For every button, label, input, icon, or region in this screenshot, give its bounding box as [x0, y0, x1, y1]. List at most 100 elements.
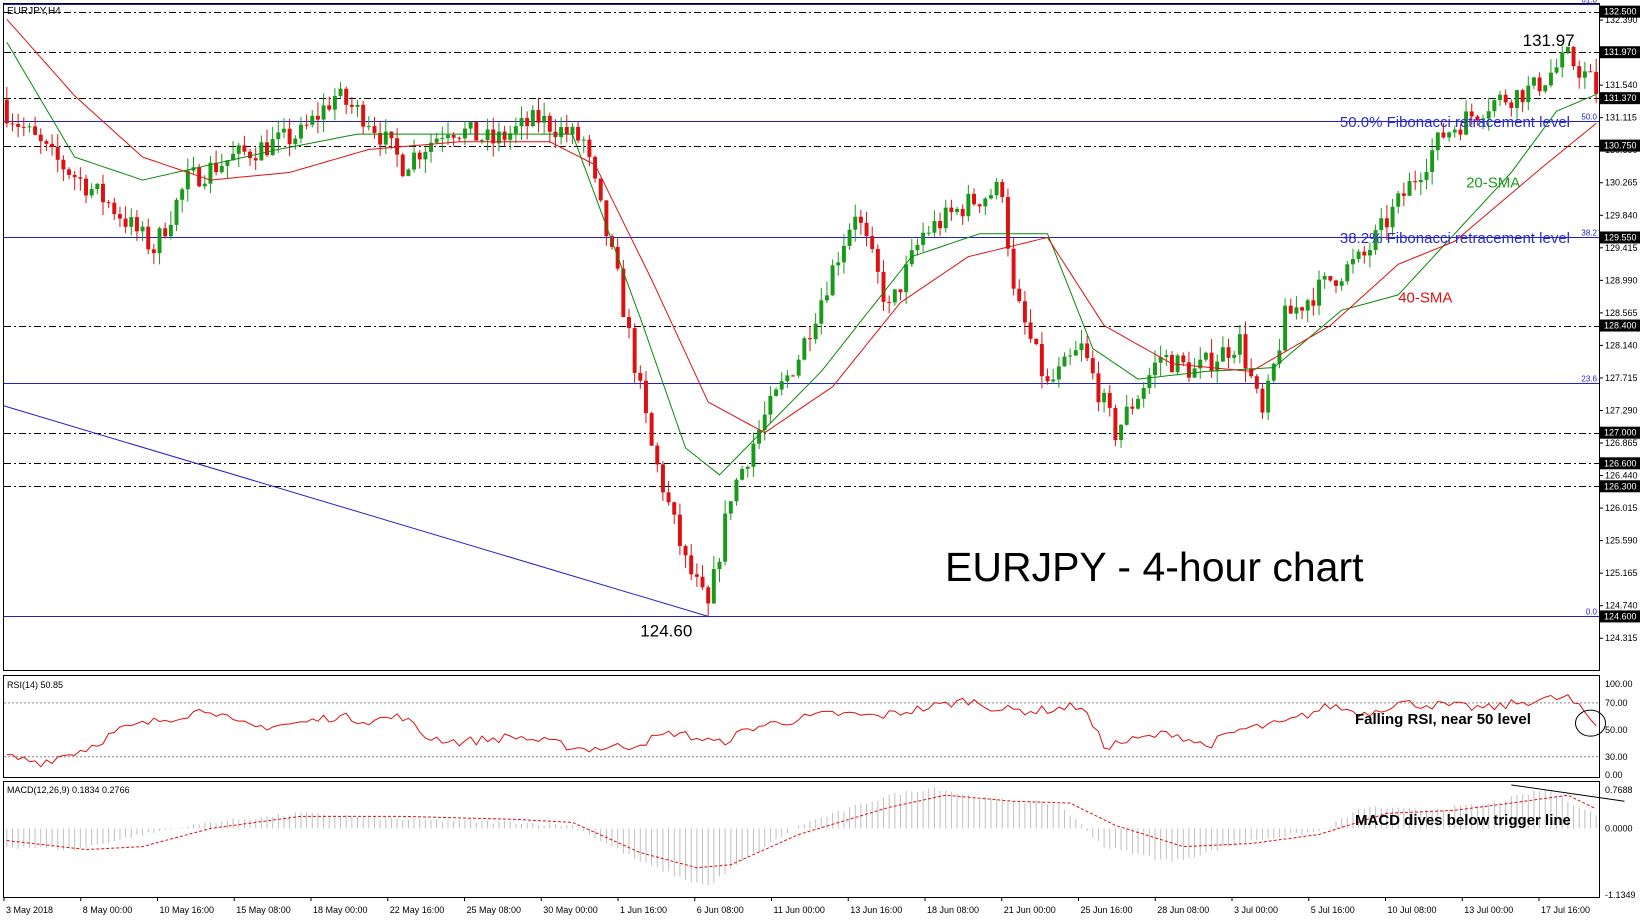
- fib-base-line: [3, 405, 709, 617]
- candle-body: [875, 248, 880, 272]
- candle-body: [898, 289, 903, 293]
- candle-body: [576, 126, 581, 141]
- candle-body: [740, 468, 745, 480]
- candle-body: [542, 115, 547, 123]
- candle-body: [864, 222, 869, 237]
- candle-body: [502, 131, 507, 140]
- candle-body: [892, 289, 897, 303]
- level-tag: 126.600: [1604, 458, 1637, 468]
- candle-body: [1311, 300, 1316, 306]
- candle-body: [1503, 94, 1508, 103]
- x-tick-label: 1 Jun 16:00: [620, 905, 667, 915]
- candle-body: [1582, 71, 1587, 78]
- candle-body: [157, 228, 162, 254]
- candle-body: [1554, 67, 1559, 73]
- candle-body: [847, 229, 852, 246]
- candle-body: [711, 569, 716, 604]
- candle-body: [1283, 305, 1288, 351]
- candle-body: [231, 153, 236, 161]
- candle-body: [1039, 344, 1044, 377]
- candle-body: [361, 104, 366, 127]
- rsi-panel-frame: [3, 675, 1600, 778]
- candle-body: [1350, 258, 1355, 265]
- candle-body: [655, 445, 660, 465]
- candle-body: [536, 110, 541, 123]
- candle-body: [966, 193, 971, 217]
- candle-body: [451, 134, 456, 138]
- y-tick-label: 131.540: [1605, 80, 1638, 90]
- candle-body: [1062, 356, 1067, 367]
- candle-body: [1401, 193, 1406, 196]
- candle-body: [1203, 352, 1208, 360]
- rsi-label: RSI(14) 50.85: [7, 680, 63, 690]
- candle-body: [1260, 388, 1265, 413]
- candle-body: [802, 338, 807, 360]
- candle-body: [378, 132, 383, 145]
- level-tag: 130.750: [1604, 141, 1637, 151]
- candle-body: [734, 479, 739, 502]
- rsi-tick-label: 70.00: [1605, 698, 1628, 708]
- candle-body: [344, 88, 349, 105]
- candle-body: [298, 124, 303, 139]
- macd-indicator: 0.7688 0.0000 -1.1349: [6, 784, 1636, 900]
- candle-body: [1102, 392, 1107, 403]
- candle-body: [1232, 354, 1237, 358]
- candle-body: [400, 154, 405, 177]
- level-tag-box: [1600, 480, 1640, 493]
- candle-body: [525, 118, 530, 127]
- candle-body: [977, 204, 982, 207]
- candle-body: [870, 236, 875, 249]
- candle-body: [672, 502, 677, 515]
- candle-body: [1481, 118, 1486, 121]
- candle-body: [949, 207, 954, 213]
- x-tick-label: 13 Jun 16:00: [850, 905, 902, 915]
- candle-body: [434, 138, 439, 143]
- candle-body: [287, 128, 292, 145]
- candle-body: [955, 208, 960, 213]
- x-tick-label: 8 May 00:00: [83, 905, 133, 915]
- candle-body: [1305, 300, 1310, 311]
- candle-body: [530, 110, 535, 127]
- candle-body: [1594, 71, 1599, 94]
- candle-body: [355, 104, 360, 107]
- candle-body: [836, 262, 841, 266]
- candle-body: [677, 514, 682, 546]
- candle-body: [315, 115, 320, 120]
- candles: [4, 46, 1599, 617]
- candle-body: [151, 249, 156, 254]
- candle-body: [1300, 307, 1305, 311]
- x-tick-label: 17 Jul 16:00: [1541, 905, 1590, 915]
- candle-body: [276, 132, 281, 140]
- candle-body: [265, 142, 269, 156]
- candle-body: [180, 189, 185, 200]
- candle-body: [117, 214, 122, 219]
- candle-body: [259, 142, 264, 161]
- candle-body: [689, 555, 694, 575]
- x-tick-label: 10 May 16:00: [160, 905, 215, 915]
- candle-body: [1571, 46, 1576, 67]
- candle-body: [774, 389, 779, 396]
- sma-40-label: 40-SMA: [1398, 290, 1452, 307]
- candle-body: [627, 317, 631, 329]
- price-panel-frame: [3, 3, 1600, 671]
- macd-annotation: MACD dives below trigger line: [1355, 812, 1571, 829]
- level-tag-box: [1600, 5, 1640, 18]
- candle-body: [983, 198, 988, 207]
- candle-body: [1520, 90, 1525, 103]
- candle-body: [559, 126, 564, 138]
- candle-body: [485, 129, 490, 141]
- sma-20-line: [6, 42, 1597, 476]
- y-tick-label: 131.115: [1605, 113, 1637, 123]
- candle-body: [1396, 193, 1401, 207]
- candle-body: [564, 126, 569, 135]
- candle-body: [440, 137, 445, 139]
- candle-body: [1328, 276, 1333, 281]
- candle-body: [349, 104, 354, 107]
- candle-body: [921, 232, 926, 245]
- candle-body: [1158, 357, 1163, 363]
- candle-body: [1588, 71, 1593, 73]
- x-tick-label: 25 Jun 16:00: [1081, 905, 1133, 915]
- macd-divergence-line: [1511, 784, 1625, 802]
- price-axis: 132.390131.970131.540131.115130.690130.2…: [1599, 5, 1640, 643]
- candle-body: [202, 183, 207, 187]
